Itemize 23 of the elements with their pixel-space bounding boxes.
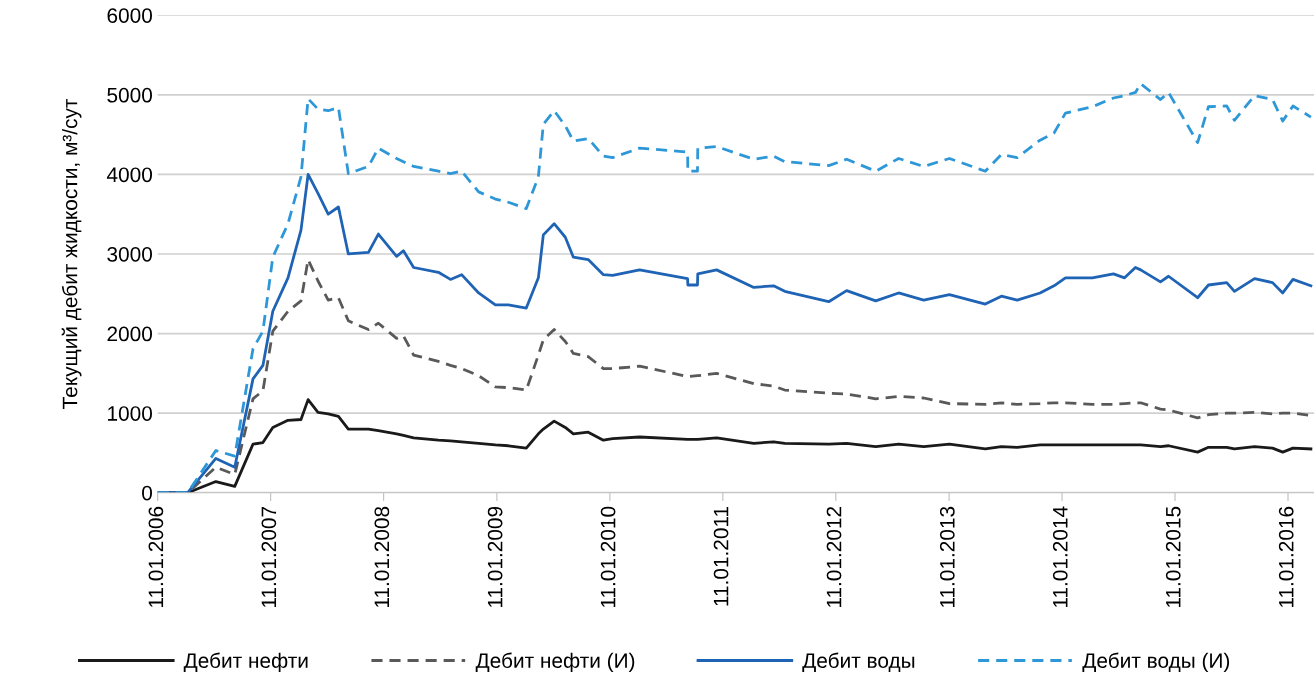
y-tick-label: 0 xyxy=(142,485,153,501)
x-tick-label: 11.01.2009 xyxy=(487,506,503,608)
legend-label: Дебит воды (И) xyxy=(1082,652,1230,673)
legend-label: Дебит нефти (И) xyxy=(475,652,635,673)
y-tick-label: 3000 xyxy=(107,246,153,262)
legend-label: Дебит воды xyxy=(802,652,915,672)
y-tick-label: 6000 xyxy=(107,8,153,23)
x-tick-label: 11.01.2008 xyxy=(374,506,390,608)
x-tick-label: 11.01.2006 xyxy=(148,506,164,608)
y-tick-label: 4000 xyxy=(106,167,153,183)
x-tick-label: 11.01.2015 xyxy=(1165,506,1181,608)
x-tick-label: 11.01.2013 xyxy=(939,506,955,608)
y-tick-label: 5000 xyxy=(107,87,153,103)
y-tick-label: 2000 xyxy=(107,326,153,342)
x-tick-label: 11.01.2010 xyxy=(600,506,616,608)
x-tick-label: 11.01.2011 xyxy=(713,506,729,606)
x-tick-label: 11.01.2012 xyxy=(826,506,842,608)
x-tick-label: 11.01.2014 xyxy=(1052,506,1068,608)
y-axis-title: Текущий дебит жидкости, м³/сут xyxy=(61,98,82,409)
y-tick-label: 1000 xyxy=(108,406,153,421)
x-tick-label: 11.01.2016 xyxy=(1278,506,1294,608)
legend-label: Дебит нефти xyxy=(183,652,308,673)
x-tick-label: 11.01.2007 xyxy=(261,506,277,608)
